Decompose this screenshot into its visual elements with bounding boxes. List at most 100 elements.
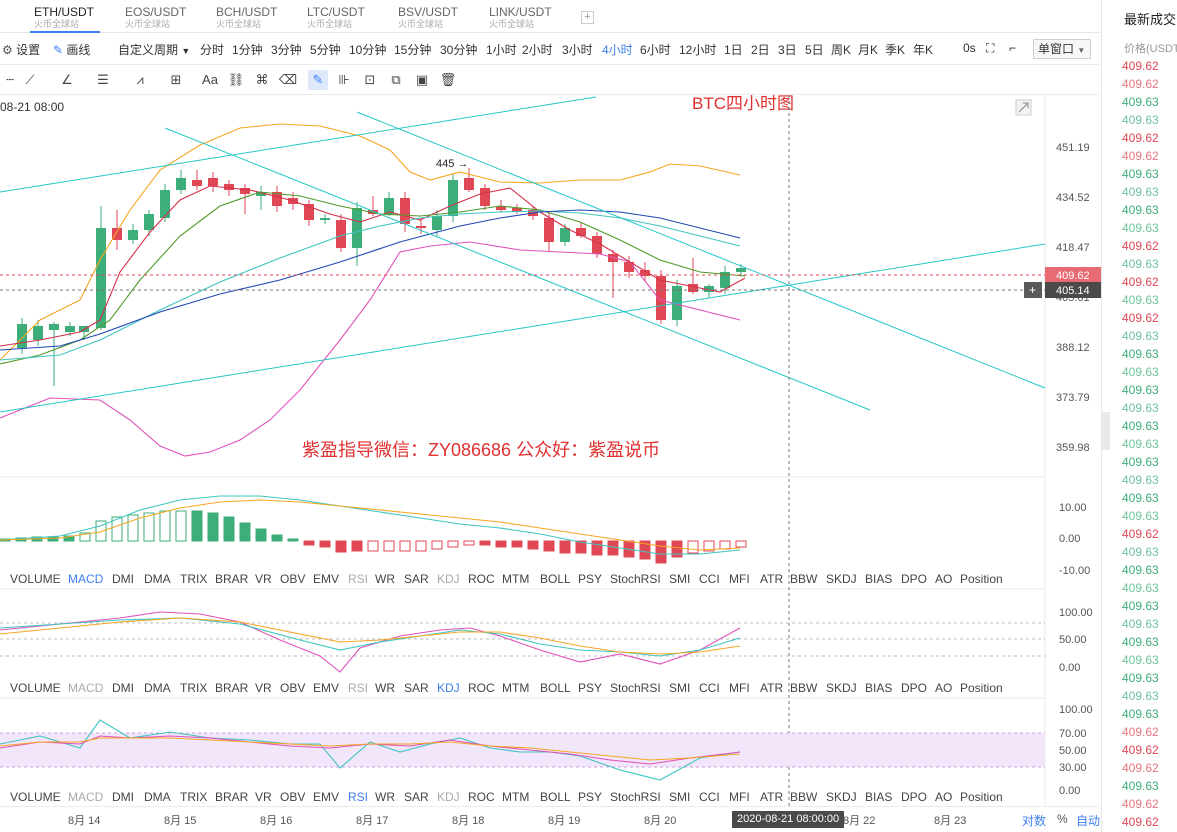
indicator-tab[interactable]: EMV xyxy=(313,790,340,804)
indicator-tab[interactable]: MACD xyxy=(68,681,104,695)
indicator-tab[interactable]: Position xyxy=(960,681,1003,695)
indicator-tab[interactable]: OBV xyxy=(280,572,306,586)
indicator-tab[interactable]: DMA xyxy=(144,681,171,695)
percent-scale-button[interactable]: % xyxy=(1057,812,1068,826)
indicator-tab[interactable]: KDJ xyxy=(437,681,460,695)
indicator-tab[interactable]: KDJ xyxy=(437,572,460,586)
indicator-tab[interactable]: EMV xyxy=(313,572,340,586)
copy-icon[interactable]: ⧉ xyxy=(391,72,401,87)
indicator-tab[interactable]: BBW xyxy=(790,572,818,586)
auto-scale-button[interactable]: 自动 xyxy=(1076,814,1101,828)
indicator-tab[interactable]: RSI xyxy=(348,790,369,804)
period-option[interactable]: 1日 xyxy=(724,43,743,57)
indicator-tab[interactable]: MFI xyxy=(729,790,750,804)
exit-fullscreen-icon[interactable]: ⌐ xyxy=(1009,41,1017,55)
indicator-tab[interactable]: SAR xyxy=(404,790,429,804)
indicator-tab[interactable]: DPO xyxy=(901,790,928,804)
period-option[interactable]: 30分钟 xyxy=(440,43,478,57)
indicator-tab[interactable]: AO xyxy=(935,681,953,695)
active-draw-icon[interactable]: ✎ xyxy=(308,70,328,90)
indicator-tab[interactable]: RSI xyxy=(348,572,369,586)
period-option[interactable]: 1小时 xyxy=(486,43,517,57)
indicator-tab[interactable]: VOLUME xyxy=(10,572,61,586)
period-option[interactable]: 15分钟 xyxy=(394,43,432,57)
indicator-tab[interactable]: AO xyxy=(935,572,953,586)
add-alert-button[interactable]: + xyxy=(1024,282,1042,298)
indicator-tab[interactable]: EMV xyxy=(313,681,340,695)
indicator-tab[interactable]: VR xyxy=(255,681,272,695)
indicator-tab[interactable]: VOLUME xyxy=(10,681,61,695)
indicator-tab[interactable]: ATR xyxy=(760,681,784,695)
period-option[interactable]: 季K xyxy=(885,43,906,57)
pair-tab[interactable]: ETH/USDT 火币全球站 xyxy=(30,6,122,33)
period-option[interactable]: 4小时 xyxy=(602,43,633,57)
pair-tab[interactable]: BSV/USDT 火币全球站 xyxy=(398,6,486,30)
draw-button[interactable]: ✎ 画线 xyxy=(53,41,90,58)
indicator-tab[interactable]: DMI xyxy=(112,681,134,695)
indicator-tab[interactable]: PSY xyxy=(578,572,603,586)
indicator-tab[interactable]: SKDJ xyxy=(826,572,857,586)
indicator-tab[interactable]: ATR xyxy=(760,790,784,804)
indicator-tab[interactable]: SAR xyxy=(404,572,429,586)
indicator-tab[interactable]: SMI xyxy=(669,790,691,804)
indicator-tab[interactable]: DMI xyxy=(112,572,134,586)
angle-icon[interactable]: ∠ xyxy=(61,72,73,87)
indicator-tab[interactable]: BOLL xyxy=(540,681,571,695)
period-option[interactable]: 月K xyxy=(858,43,879,57)
indicator-tab[interactable]: PSY xyxy=(578,790,603,804)
indicator-tab[interactable]: SAR xyxy=(404,681,429,695)
pair-tab[interactable]: BCH/USDT 火币全球站 xyxy=(216,6,304,30)
period-option[interactable]: 10分钟 xyxy=(349,43,387,57)
indicator-tab[interactable]: BRAR xyxy=(215,681,249,695)
panel-collapse-handle[interactable] xyxy=(1102,412,1110,450)
indicator-tab[interactable]: ROC xyxy=(468,790,495,804)
indicator-tab[interactable]: CCI xyxy=(699,572,720,586)
indicator-tab[interactable]: TRIX xyxy=(180,790,208,804)
period-option[interactable]: 2小时 xyxy=(522,43,553,57)
indicator-tab[interactable]: StochRSI xyxy=(610,681,661,695)
indicator-tab[interactable]: VR xyxy=(255,790,272,804)
ruler-icon[interactable]: ⊪ xyxy=(338,72,350,87)
pair-tab[interactable]: LINK/USDT 火币全球站 xyxy=(489,6,577,30)
indicator-tab[interactable]: CCI xyxy=(699,790,720,804)
indicator-tab[interactable]: ATR xyxy=(760,572,784,586)
period-option[interactable]: 3日 xyxy=(778,43,797,57)
period-option[interactable]: 5分钟 xyxy=(310,43,341,57)
indicator-tab[interactable]: DMI xyxy=(112,790,134,804)
indicator-tab[interactable]: WR xyxy=(375,681,395,695)
indicator-tab[interactable]: BOLL xyxy=(540,572,571,586)
indicator-tab[interactable]: BIAS xyxy=(865,790,893,804)
indicator-tab[interactable]: WR xyxy=(375,790,395,804)
indicator-tab[interactable]: SMI xyxy=(669,681,691,695)
indicator-tab[interactable]: MACD xyxy=(68,790,104,804)
indicator-tab[interactable]: Position xyxy=(960,790,1003,804)
indicator-tab[interactable]: AO xyxy=(935,790,953,804)
expand-icon[interactable] xyxy=(1015,99,1032,116)
indicator-tab[interactable]: BBW xyxy=(790,790,818,804)
trendline-icon[interactable]: ⟋ xyxy=(25,72,35,87)
indicator-tab[interactable]: DPO xyxy=(901,572,928,586)
indicator-tab[interactable]: StochRSI xyxy=(610,572,661,586)
indicator-tab[interactable]: ROC xyxy=(468,681,495,695)
text-tool-icon[interactable]: Aa xyxy=(202,72,218,87)
eraser-icon[interactable]: ⌫ xyxy=(278,72,298,87)
indicator-tab[interactable]: ROC xyxy=(468,572,495,586)
custom-period-button[interactable]: 自定义周期 ▼ xyxy=(118,41,190,58)
period-option[interactable]: 5日 xyxy=(805,43,824,57)
indicator-tab[interactable]: TRIX xyxy=(180,572,208,586)
indicator-tab[interactable]: DPO xyxy=(901,681,928,695)
indicator-tab[interactable]: OBV xyxy=(280,790,306,804)
period-option[interactable]: 3小时 xyxy=(562,43,593,57)
fullscreen-icon[interactable]: ⛶ xyxy=(986,41,995,55)
indicator-tab[interactable]: BRAR xyxy=(215,790,249,804)
period-option[interactable]: 分时 xyxy=(200,43,225,57)
indicator-tab[interactable]: WR xyxy=(375,572,395,586)
indicator-tab[interactable]: StochRSI xyxy=(610,790,661,804)
plus-tool-icon[interactable]: ⊞ xyxy=(170,72,182,87)
indicator-tab[interactable]: MFI xyxy=(729,572,750,586)
wave-icon[interactable]: ⩘ xyxy=(136,72,144,87)
indicator-tab[interactable]: DMA xyxy=(144,572,171,586)
indicator-tab[interactable]: VOLUME xyxy=(10,790,61,804)
indicator-tab[interactable]: VR xyxy=(255,572,272,586)
period-option[interactable]: 12小时 xyxy=(679,43,717,57)
